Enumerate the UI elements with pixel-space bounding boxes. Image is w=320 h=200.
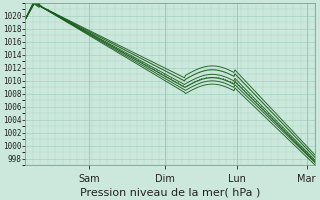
X-axis label: Pression niveau de la mer( hPa ): Pression niveau de la mer( hPa ) xyxy=(80,187,260,197)
